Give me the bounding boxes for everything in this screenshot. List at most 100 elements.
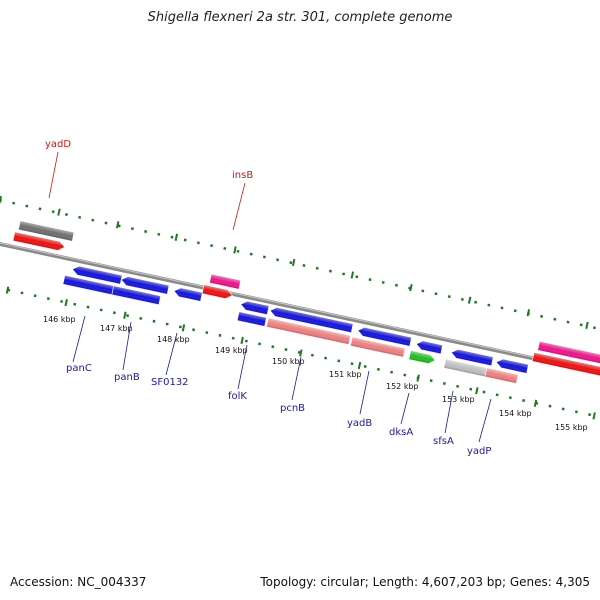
kbp-label: 155 kbp [555,423,588,432]
major-tick [115,221,120,229]
tick-dot [310,353,314,357]
tick-dot [456,384,460,388]
gene-label-panb[interactable]: panB [114,372,140,383]
major-tick [409,283,413,292]
leader-line [291,356,302,401]
yadP-upper-feature [495,358,529,374]
tick-dot [284,348,288,352]
leader-line [359,370,370,415]
yadD-feature [18,220,75,242]
tick-dot [469,387,473,391]
tick-dot [548,404,552,408]
tick-dot [38,207,42,211]
map-title: Shigella flexneri 2a str. 301, complete … [147,10,453,25]
tick-dot [64,213,68,216]
tick-dot [579,323,583,327]
gene-label-insb[interactable]: insB [232,170,253,181]
kbp-label: 154 kbp [499,409,532,418]
tick-dot [513,309,517,313]
tick-dot [170,235,174,239]
tick-dot [482,390,486,394]
insB-feature [209,273,242,290]
major-tick [350,271,355,279]
tick-dot [421,289,425,293]
tick-dot [390,370,394,374]
major-tick [526,309,531,317]
kbp-scale: 146 kbp 147 kbp 148 kbp 149 kbp 150 kbp 151 k… [43,315,588,432]
topology-text: Topology: circular; Length: 4,607,203 bp… [260,575,590,589]
major-tick [467,296,472,304]
tick-dot [126,314,130,318]
leader-line [165,332,178,376]
pcnB-upper-feature [269,307,354,333]
gene-label-panc[interactable]: panC [66,363,92,374]
folK-feature [236,311,267,327]
tick-dot [487,303,491,307]
major-tick [57,208,61,216]
kbp-label: 148 kbp [157,335,190,344]
tick-dot [183,238,187,242]
major-tick [233,246,237,254]
major-tick [291,258,296,267]
tick-dot [236,249,240,253]
gene-label-dksa[interactable]: dksA [389,427,413,438]
tick-dot [192,328,196,332]
gene-label-sfsa[interactable]: sfsA [433,436,454,447]
feature-track [12,220,600,384]
leader-line [478,398,492,443]
kbp-label: 151 kbp [329,370,362,379]
major-tick [64,299,68,307]
yadD-strand-feature [12,231,66,251]
genome-backbone-highlight [0,238,600,378]
leader-line [48,151,59,199]
gene-label-folk[interactable]: folK [228,391,247,402]
tick-dot [315,266,319,270]
tick-dot [178,325,182,329]
pcnB-feature [266,317,351,345]
tick-dot [328,269,332,273]
panB-upper-feature [120,276,170,295]
outer-tick-ring [0,195,596,330]
tick-dot [144,230,148,233]
tick-dot [276,258,280,262]
tick-dot [78,215,82,219]
tick-dot [474,300,478,304]
gene-label-yadb[interactable]: yadB [347,418,372,429]
tick-dot [231,336,235,340]
kbp-label: 147 kbp [100,324,133,333]
tick-dot [196,241,200,245]
tick-dot [324,356,328,360]
tick-dot [592,326,596,330]
tick-dot [223,246,227,250]
major-tick [416,374,420,382]
yadB-feature [350,336,406,358]
tick-dot [91,218,95,222]
leader-line [237,344,248,390]
right-pink-feature [537,340,600,368]
gene-label-sf0132[interactable]: SF0132 [151,377,189,388]
gene-label-yadd[interactable]: yadD [45,139,71,150]
panC-upper-feature [71,265,123,285]
tick-dot [258,342,262,346]
leader-line [444,390,454,434]
tick-dot [130,227,134,231]
gene-label-yadp[interactable]: yadP [467,446,491,457]
tick-dot [51,210,55,214]
tick-dot [12,201,16,205]
tick-dot [218,333,222,337]
genome-backbone [0,237,600,381]
tick-dot [302,263,306,267]
tick-dot [447,295,451,299]
tick-dot [394,283,398,287]
tick-dot [429,379,433,383]
tick-dot [495,393,499,397]
tick-dot [99,308,103,312]
major-tick [585,321,589,329]
tick-dot [355,275,359,279]
tick-dot [434,292,438,296]
gene-label-pcnb[interactable]: pcnB [280,403,305,414]
major-tick [357,361,362,370]
kbp-label: 153 kbp [442,395,475,404]
dksA-upper-feature [415,340,444,355]
yadP-feature [484,367,519,384]
